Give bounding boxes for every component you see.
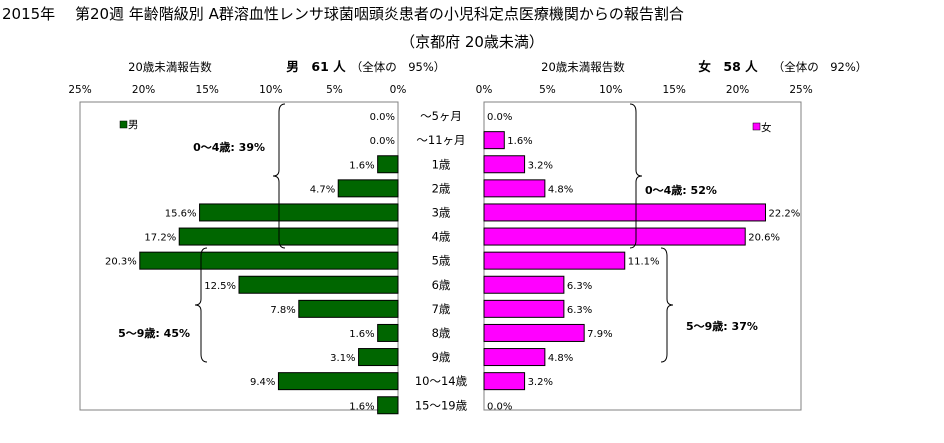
female-value-label: 0.0% [487,401,512,412]
left-tick-label: 20% [132,84,155,96]
right-tick-label: 25% [789,84,812,96]
male-value-label: 0.0% [370,112,395,123]
category-label: 2歳 [432,181,451,195]
female-value-label: 1.6% [507,136,532,147]
male-bar [337,179,399,198]
female-value-label: 7.9% [587,329,612,340]
male-annotation-5-9: 5～9歳: 45% [118,326,190,340]
male-bar [277,372,399,391]
male-value-label: 3.1% [330,353,355,364]
male-bar [139,251,399,270]
left-header-label: 20歳未満報告数 [128,60,212,74]
male-bar [377,323,399,342]
category-label: 7歳 [432,302,451,316]
female-bar [483,131,505,150]
left-tick-label: 25% [68,84,91,96]
male-bar [377,155,399,174]
male-value-label: 4.7% [310,184,335,195]
female-value-label: 0.0% [487,112,512,123]
female-bar [483,227,746,246]
male-legend-label: 男 [128,119,139,131]
female-bar [483,372,526,391]
chart-title: 2015年 第20週 年齢階級別 A群溶血性レンサ球菌咽頭炎患者の小児科定点医療… [2,5,684,23]
male-value-label: 20.3% [105,257,137,268]
male-annotation-0-4: 0～4歳: 39% [193,140,265,154]
left-header-share: （全体の 95%） [351,60,446,74]
right-tick-label: 15% [663,84,686,96]
category-label: 6歳 [432,278,451,292]
male-bar [377,396,399,415]
female-value-label: 6.3% [567,281,592,292]
female-annotation-5-9: 5～9歳: 37% [686,319,758,333]
female-bar [483,155,526,174]
category-label: 1歳 [432,157,451,171]
category-label: ～5ヶ月 [420,109,462,123]
right-tick-label: 10% [599,84,622,96]
right-header-summary: 女 58 人 [698,59,758,74]
male-bar [178,227,399,246]
male-bar [358,348,399,367]
female-bar [483,275,565,294]
right-brace-5-9 [660,247,674,363]
male-bar [199,203,399,222]
female-value-label: 6.3% [567,305,592,316]
female-legend-label: 女 [761,121,772,134]
category-label: 3歳 [432,205,451,219]
left-header-summary: 男 61 人 [286,59,346,74]
male-value-label: 17.2% [144,233,176,244]
male-value-label: 1.6% [349,329,374,340]
chart-subtitle: （京都府 20歳未満） [400,33,544,51]
male-bar [238,275,399,294]
right-header-share: （全体の 92%） [773,60,868,74]
male-value-label: 1.6% [349,401,374,412]
category-label: 15～19歳 [415,398,468,412]
male-bar [298,299,399,318]
male-legend-swatch [119,120,128,129]
female-value-label: 4.8% [548,184,573,195]
female-bar [483,179,546,198]
female-value-label: 11.1% [628,257,660,268]
female-bar [483,323,585,342]
female-value-label: 3.2% [528,377,553,388]
category-label: 10～14歳 [415,374,468,388]
female-annotation-0-4: 0～4歳: 52% [645,183,717,197]
female-value-label: 20.6% [748,233,780,244]
left-tick-label: 0% [390,84,407,96]
left-brace-0-4 [272,103,286,249]
male-value-label: 12.5% [204,281,236,292]
category-label: ～11ヶ月 [416,133,465,147]
right-tick-label: 0% [476,84,493,96]
left-tick-label: 15% [196,84,219,96]
right-brace-0-4 [629,103,643,249]
category-label: 5歳 [432,254,451,268]
female-value-label: 22.2% [768,208,800,219]
female-value-label: 3.2% [528,160,553,171]
right-tick-label: 20% [726,84,749,96]
female-bar [483,203,766,222]
left-tick-label: 5% [326,84,343,96]
left-tick-label: 10% [259,84,282,96]
male-value-label: 7.8% [270,305,295,316]
female-bar [483,348,546,367]
female-legend-swatch [752,122,761,131]
male-value-label: 0.0% [370,136,395,147]
female-bar [483,251,626,270]
male-value-label: 9.4% [250,377,275,388]
female-value-label: 4.8% [548,353,573,364]
category-label: 9歳 [432,350,451,364]
category-label: 4歳 [432,230,451,244]
male-value-label: 1.6% [349,160,374,171]
female-bar [483,299,565,318]
male-value-label: 15.6% [165,208,197,219]
category-label: 8歳 [432,326,451,340]
right-tick-label: 5% [539,84,556,96]
left-brace-5-9 [194,247,208,363]
right-header-label: 20歳未満報告数 [541,60,625,74]
